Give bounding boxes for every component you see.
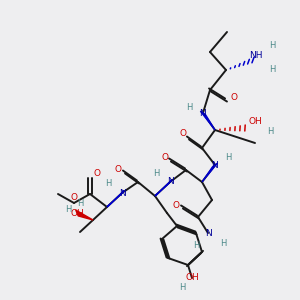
Text: O: O [70, 194, 77, 202]
Text: H: H [193, 242, 199, 250]
Text: H: H [267, 128, 273, 136]
Text: H: H [77, 199, 83, 208]
Text: H: H [220, 239, 226, 248]
Text: O: O [172, 200, 179, 209]
Polygon shape [200, 111, 215, 130]
Text: H: H [225, 154, 231, 163]
Text: N: N [167, 178, 173, 187]
Text: H: H [65, 206, 71, 214]
Text: N: N [118, 188, 125, 197]
Text: H: H [105, 178, 111, 188]
Polygon shape [202, 163, 218, 182]
Polygon shape [76, 210, 93, 220]
Text: H: H [269, 41, 275, 50]
Text: H: H [186, 103, 192, 112]
Text: O: O [161, 152, 169, 161]
Text: NH: NH [249, 52, 263, 61]
Text: O: O [230, 92, 238, 101]
Polygon shape [155, 180, 172, 196]
Text: O: O [94, 169, 100, 178]
Text: H: H [153, 169, 159, 178]
Polygon shape [107, 191, 124, 207]
Text: O: O [115, 164, 122, 173]
Text: OH: OH [248, 118, 262, 127]
Text: H: H [179, 283, 185, 292]
Text: O: O [179, 128, 187, 137]
Text: N: N [205, 229, 212, 238]
Text: OH: OH [185, 274, 199, 283]
Text: N: N [212, 160, 218, 169]
Text: N: N [200, 109, 206, 118]
Text: OH: OH [70, 208, 84, 217]
Text: H: H [269, 65, 275, 74]
